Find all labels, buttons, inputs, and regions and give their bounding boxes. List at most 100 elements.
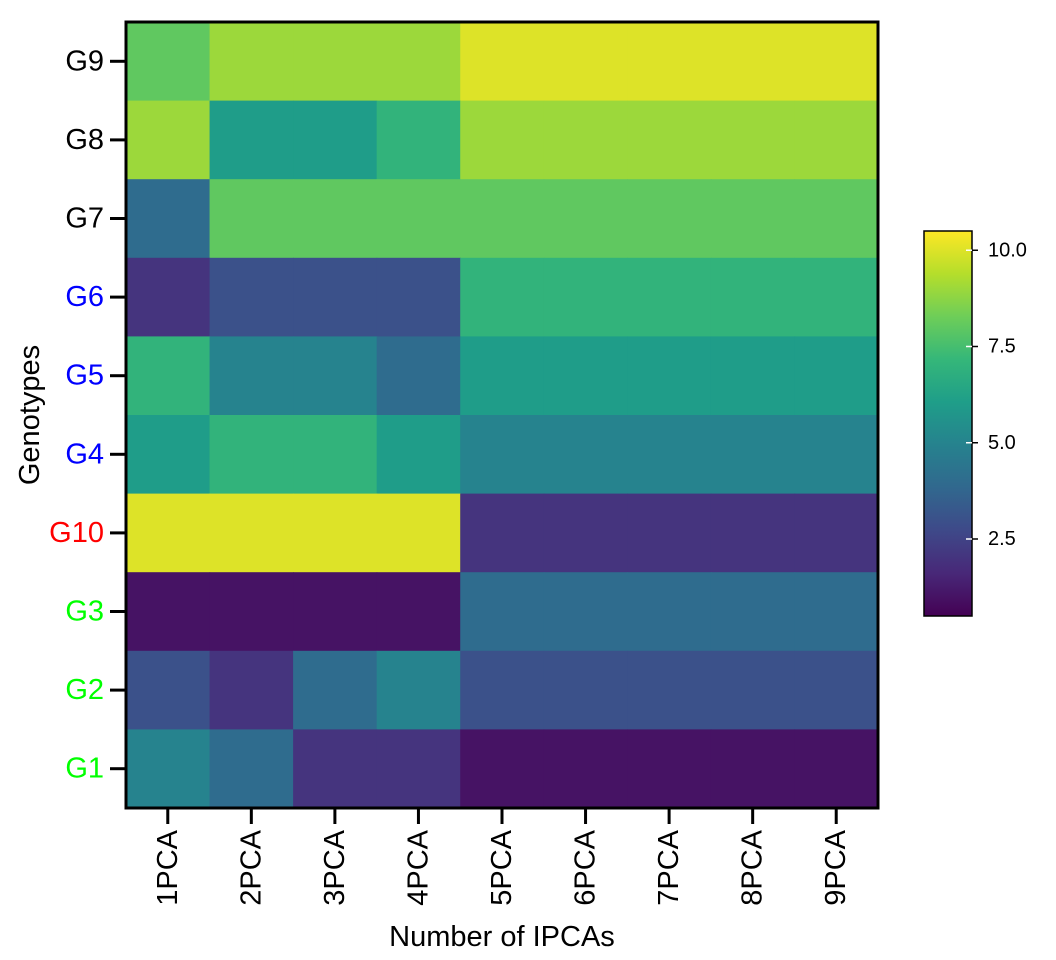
- heatmap-cell-G5-3PCA: [293, 336, 378, 416]
- heatmap-cell-G7-5PCA: [460, 179, 545, 259]
- y-tick-label: G9: [65, 45, 104, 77]
- heatmap-cell-G1-4PCA: [376, 729, 461, 809]
- y-axis-label: Genotypes: [14, 345, 46, 485]
- heatmap-cell-G8-1PCA: [126, 100, 211, 180]
- heatmap-cell-G7-3PCA: [293, 179, 378, 259]
- heatmap-cell-G10-6PCA: [543, 493, 628, 573]
- heatmap-cell-G2-8PCA: [710, 650, 796, 730]
- heatmap-cell-G6-5PCA: [460, 257, 545, 337]
- heatmap-cell-G8-4PCA: [376, 100, 461, 180]
- heatmap-cell-G7-1PCA: [126, 179, 211, 259]
- heatmap-cell-G5-1PCA: [126, 336, 211, 416]
- colorbar-tick-label: 2.5: [988, 528, 1016, 550]
- x-tick-label: 4PCA: [402, 829, 434, 905]
- heatmap-cell-G3-4PCA: [376, 572, 461, 652]
- heatmap-cell-G4-5PCA: [460, 415, 545, 495]
- heatmap-cell-G3-8PCA: [710, 572, 796, 652]
- heatmap-cell-G4-1PCA: [126, 415, 211, 495]
- x-tick-label: 7PCA: [653, 829, 685, 905]
- heatmap-cell-G1-8PCA: [710, 729, 796, 809]
- heatmap-cell-G10-3PCA: [293, 493, 378, 573]
- heatmap-cell-G4-2PCA: [209, 415, 294, 495]
- heatmap-cell-G2-4PCA: [376, 650, 461, 730]
- heatmap-cell-G10-2PCA: [209, 493, 294, 573]
- heatmap-cell-G1-9PCA: [794, 729, 879, 809]
- heatmap-cell-G2-7PCA: [627, 650, 712, 730]
- heatmap-cell-G2-2PCA: [209, 650, 294, 730]
- heatmap-cell-G8-7PCA: [627, 100, 712, 180]
- heatmap-cell-G1-6PCA: [543, 729, 628, 809]
- heatmap-cell-G10-8PCA: [710, 493, 796, 573]
- heatmap-cell-G2-3PCA: [293, 650, 378, 730]
- heatmap-cell-G5-7PCA: [627, 336, 712, 416]
- heatmap-cell-G1-7PCA: [627, 729, 712, 809]
- heatmap-cell-G7-6PCA: [543, 179, 628, 259]
- heatmap-cell-G10-1PCA: [126, 493, 211, 573]
- heatmap-cell-G9-9PCA: [794, 22, 879, 102]
- heatmap-cell-G2-1PCA: [126, 650, 211, 730]
- y-tick-label: G10: [49, 517, 104, 549]
- heatmap-cell-G6-4PCA: [376, 257, 461, 337]
- heatmap-cell-G8-8PCA: [710, 100, 796, 180]
- heatmap-cell-G1-5PCA: [460, 729, 545, 809]
- heatmap-cell-G6-6PCA: [543, 257, 628, 337]
- heatmap-cell-G9-7PCA: [627, 22, 712, 102]
- heatmap-cell-G4-8PCA: [710, 415, 796, 495]
- y-tick-label: G6: [65, 281, 104, 313]
- y-tick-label: G2: [65, 674, 104, 706]
- heatmap-cell-G9-5PCA: [460, 22, 545, 102]
- y-axis-ticks: G9 G8 G7 G6 G5 G4 G10 G3 G2 G1: [49, 45, 126, 785]
- y-tick-label: G7: [65, 203, 104, 235]
- heatmap-cell-G3-6PCA: [543, 572, 628, 652]
- heatmap-cell-G4-7PCA: [627, 415, 712, 495]
- heatmap-cell-G6-9PCA: [794, 257, 879, 337]
- heatmap-cell-G8-5PCA: [460, 100, 545, 180]
- heatmap-cell-G3-2PCA: [209, 572, 294, 652]
- x-tick-label: 1PCA: [152, 829, 184, 905]
- heatmap-cell-G7-8PCA: [710, 179, 796, 259]
- heatmap-cell-G8-9PCA: [794, 100, 879, 180]
- heatmap-cell-G6-8PCA: [710, 257, 796, 337]
- heatmap-cell-G8-2PCA: [209, 100, 294, 180]
- heatmap-cell-G3-5PCA: [460, 572, 545, 652]
- heatmap-cell-G3-9PCA: [794, 572, 879, 652]
- y-tick-label: G3: [65, 596, 104, 628]
- colorbar-gradient: [923, 230, 973, 617]
- heatmap-cell-G4-3PCA: [293, 415, 378, 495]
- heatmap-cell-G3-3PCA: [293, 572, 378, 652]
- y-tick-label: G8: [65, 124, 104, 156]
- heatmap-cell-G1-1PCA: [126, 729, 211, 809]
- heatmap-cell-G10-5PCA: [460, 493, 545, 573]
- x-tick-label: 6PCA: [570, 829, 602, 905]
- heatmap-cell-G7-9PCA: [794, 179, 879, 259]
- heatmap-cell-G2-5PCA: [460, 650, 545, 730]
- x-axis-label: Number of IPCAs: [389, 921, 615, 953]
- colorbar-tick-label: 7.5: [988, 336, 1016, 358]
- heatmap-cell-G9-4PCA: [376, 22, 461, 102]
- heatmap-cell-G8-6PCA: [543, 100, 628, 180]
- heatmap-cell-G6-7PCA: [627, 257, 712, 337]
- y-tick-label: G1: [65, 753, 104, 785]
- x-axis-ticks: 1PCA 2PCA 3PCA 4PCA 5PCA 6PCA 7PCA 8PCA 9PCA: [152, 808, 852, 906]
- colorbar: 2.5 5.0 7.5 10.0: [923, 230, 1027, 617]
- heatmap-cell-G9-6PCA: [543, 22, 628, 102]
- heatmap-cell-G10-7PCA: [627, 493, 712, 573]
- heatmap-cell-G1-2PCA: [209, 729, 294, 809]
- heatmap-cell-G6-2PCA: [209, 257, 294, 337]
- x-tick-label: 2PCA: [235, 829, 267, 905]
- heatmap-cell-G3-1PCA: [126, 572, 211, 652]
- heatmap-cell-G2-9PCA: [794, 650, 879, 730]
- heatmap-cell-G10-4PCA: [376, 493, 461, 573]
- heatmap-cell-G6-3PCA: [293, 257, 378, 337]
- heatmap-cell-G7-4PCA: [376, 179, 461, 259]
- heatmap-cell-G9-1PCA: [126, 22, 211, 102]
- heatmap-cell-G4-9PCA: [794, 415, 879, 495]
- heatmap-cell-G4-4PCA: [376, 415, 461, 495]
- heatmap-cell-G9-2PCA: [209, 22, 294, 102]
- heatmap-cell-G5-6PCA: [543, 336, 628, 416]
- y-tick-label: G4: [65, 438, 104, 470]
- heatmap-cell-G10-9PCA: [794, 493, 879, 573]
- x-tick-label: 3PCA: [319, 829, 351, 905]
- heatmap-cell-G9-8PCA: [710, 22, 796, 102]
